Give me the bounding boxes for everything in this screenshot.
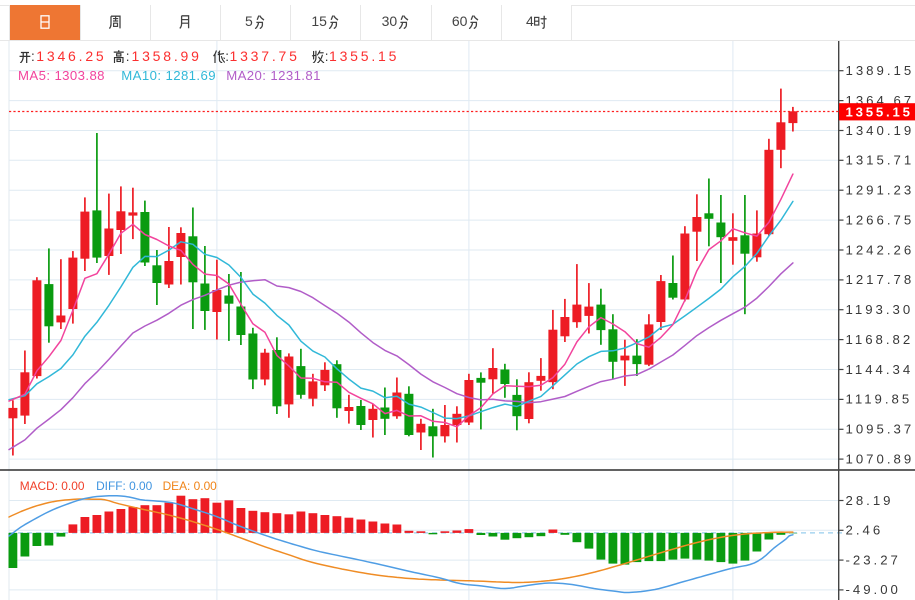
svg-text:-49.00: -49.00 bbox=[846, 582, 901, 597]
svg-text:2.46: 2.46 bbox=[846, 523, 884, 538]
svg-text:1242.26: 1242.26 bbox=[846, 242, 915, 257]
svg-text:1217.78: 1217.78 bbox=[846, 272, 915, 287]
svg-text:1315.71: 1315.71 bbox=[846, 153, 915, 168]
svg-text:1291.23: 1291.23 bbox=[846, 183, 915, 198]
svg-text:1193.30: 1193.30 bbox=[846, 302, 914, 317]
svg-text:1119.85: 1119.85 bbox=[846, 392, 913, 407]
svg-text:-23.27: -23.27 bbox=[846, 552, 901, 567]
svg-text:1340.19: 1340.19 bbox=[846, 123, 915, 138]
svg-text:1168.82: 1168.82 bbox=[846, 332, 914, 347]
svg-text:1095.37: 1095.37 bbox=[846, 422, 915, 437]
svg-text:1266.75: 1266.75 bbox=[846, 212, 915, 227]
svg-text:1070.89: 1070.89 bbox=[846, 451, 915, 466]
svg-text:1389.15: 1389.15 bbox=[846, 63, 915, 78]
svg-text:1355.15: 1355.15 bbox=[846, 105, 913, 120]
svg-text:28.19: 28.19 bbox=[846, 493, 894, 508]
svg-text:1144.34: 1144.34 bbox=[846, 362, 914, 377]
